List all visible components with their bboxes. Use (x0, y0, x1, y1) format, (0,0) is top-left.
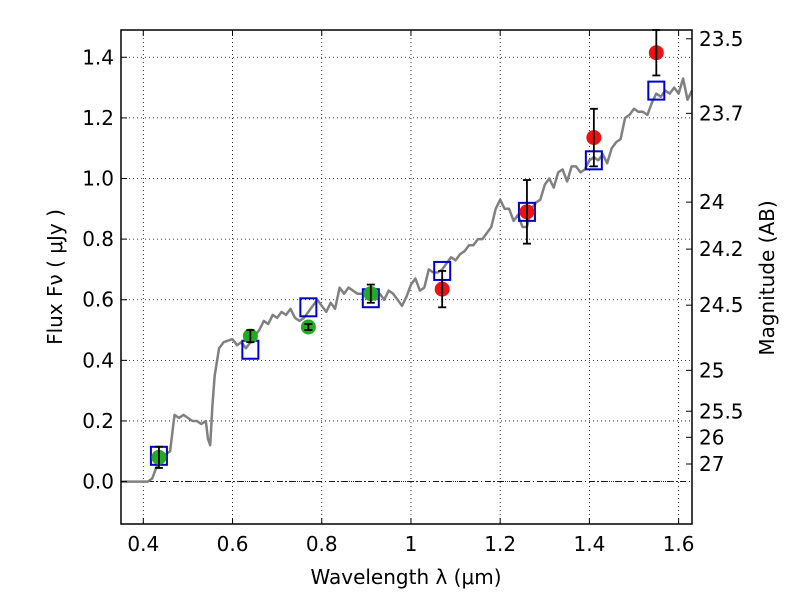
x-axis-title: Wavelength λ (μm) (310, 565, 501, 589)
right-tick-label: 26 (699, 425, 724, 449)
x-tick-label: 0.6 (217, 532, 249, 556)
y-tick-label: 0.6 (82, 288, 114, 312)
model-photometry-box (647, 80, 666, 101)
x-tick-label: 0.8 (306, 532, 338, 556)
x-tick-label: 0.4 (127, 532, 159, 556)
y-tick-label: 0.0 (82, 470, 114, 494)
y-axis-title: Flux Fν ( μJy ) (43, 209, 67, 345)
x-tick-label: 1.6 (663, 532, 695, 556)
tick-labels: 0.4 0.6 0.8 1 1.2 1.4 1.6 0.0 0.2 0.4 0.6 0.8 1.0 1.2… (82, 27, 743, 556)
model-spectrum-line (121, 77, 694, 483)
x-tick-label: 1.4 (573, 532, 605, 556)
x-tick-label: 1.2 (484, 532, 516, 556)
axis-ticks (121, 30, 692, 524)
y-tick-label: 0.2 (82, 409, 114, 433)
model-spectrum (121, 77, 694, 483)
observed-photometry-points (151, 29, 664, 469)
y-tick-label: 0.4 (82, 348, 114, 372)
right-tick-label: 25.5 (699, 399, 744, 423)
grid-lines (121, 30, 692, 524)
y-tick-label: 0.8 (82, 227, 114, 251)
right-tick-label: 24.2 (699, 237, 744, 261)
right-tick-label: 24 (699, 190, 724, 214)
right-axis-title: Magnitude (AB) (755, 200, 779, 355)
y-tick-label: 1.4 (82, 45, 114, 69)
right-tick-label: 23.5 (699, 27, 744, 51)
right-tick-label: 23.7 (699, 101, 744, 125)
right-tick-label: 24.5 (699, 293, 744, 317)
y-tick-label: 1.0 (82, 167, 114, 191)
x-tick-label: 1 (405, 532, 418, 556)
plot-frame (120, 29, 693, 525)
y-tick-label: 1.2 (82, 106, 114, 130)
right-tick-label: 27 (699, 452, 724, 476)
model-photometry-box (299, 297, 318, 318)
right-tick-label: 25 (699, 358, 724, 382)
